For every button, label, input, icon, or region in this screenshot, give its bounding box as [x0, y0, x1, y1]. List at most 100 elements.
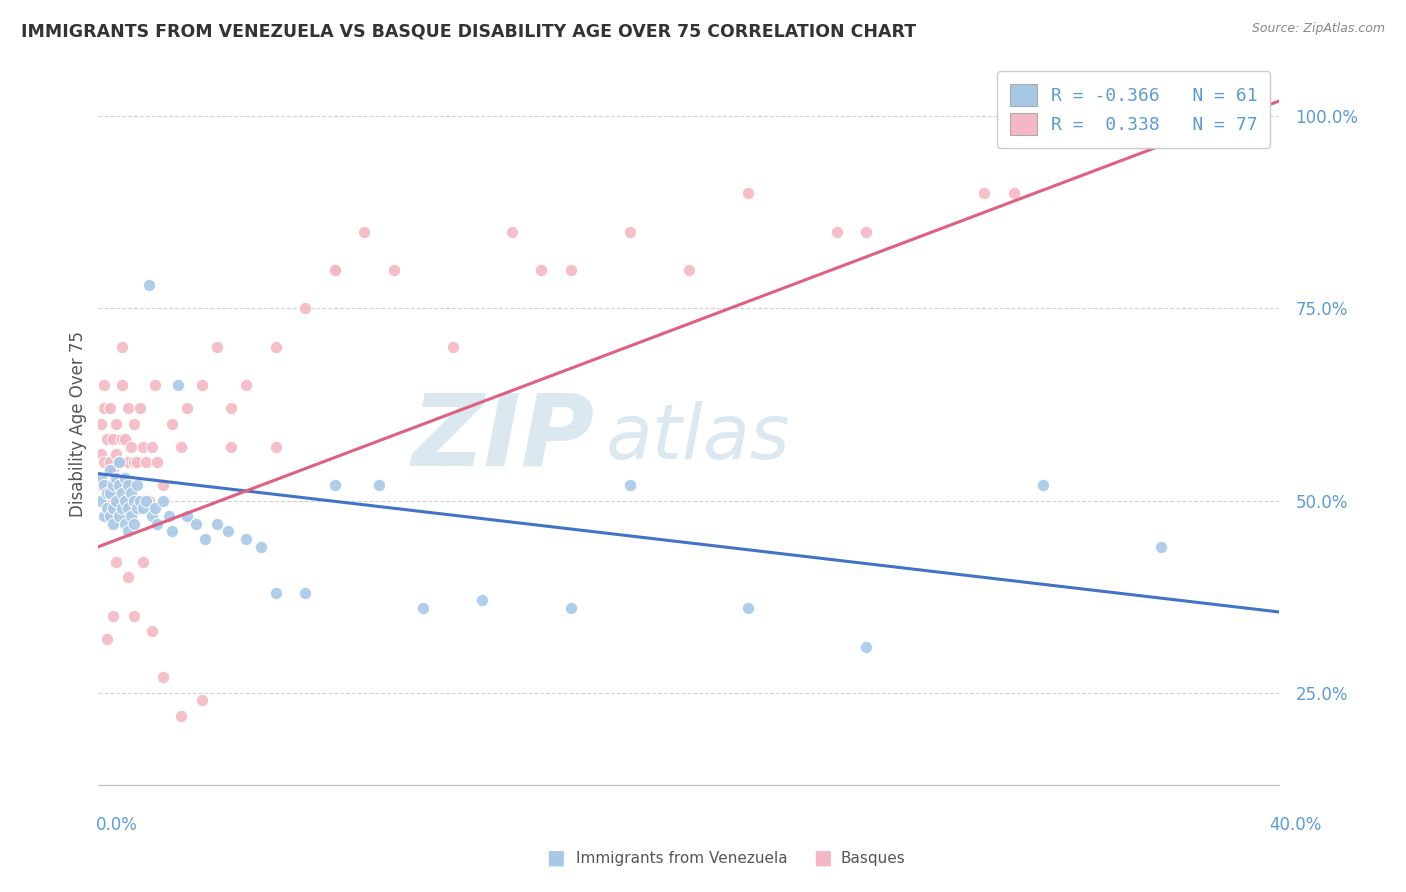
Point [122, 455, 145, 469]
Point [141, 508, 163, 523]
Point [98, 508, 121, 523]
Point [1032, 478, 1054, 492]
Point [205, 340, 228, 354]
Text: Immigrants from Venezuela: Immigrants from Venezuela [576, 851, 789, 865]
Point [825, 225, 848, 239]
Point [114, 516, 136, 531]
Point [146, 455, 169, 469]
Point [162, 524, 183, 539]
Point [132, 501, 155, 516]
Point [194, 532, 217, 546]
Text: IMMIGRANTS FROM VENEZUELA VS BASQUE DISABILITY AGE OVER 75 CORRELATION CHART: IMMIGRANTS FROM VENEZUELA VS BASQUE DISA… [21, 22, 917, 40]
Point [96, 632, 118, 646]
Point [221, 440, 243, 454]
Point [96, 501, 118, 516]
Text: atlas: atlas [606, 401, 790, 475]
Point [141, 624, 163, 639]
Point [152, 670, 174, 684]
Point [560, 263, 582, 277]
Point [368, 478, 391, 492]
Point [98, 486, 121, 500]
Point [737, 601, 759, 615]
Point [111, 486, 134, 500]
Point [530, 263, 553, 277]
Point [120, 493, 142, 508]
Point [619, 225, 641, 239]
Point [114, 493, 136, 508]
Point [105, 555, 128, 569]
Point [170, 708, 193, 723]
Point [93, 508, 115, 523]
Point [103, 493, 125, 508]
Point [737, 186, 759, 200]
Point [120, 486, 142, 500]
Point [105, 417, 128, 431]
Point [855, 225, 877, 239]
Point [441, 340, 464, 354]
Point [114, 470, 136, 484]
Point [111, 432, 134, 446]
Point [98, 455, 121, 469]
Point [138, 278, 160, 293]
Point [143, 501, 166, 516]
Point [191, 693, 214, 707]
Point [114, 478, 136, 492]
Text: ZIP: ZIP [412, 390, 595, 487]
Point [235, 378, 257, 392]
Point [141, 440, 163, 454]
Point [122, 608, 145, 623]
Point [90, 417, 112, 431]
Point [90, 447, 112, 461]
Point [96, 486, 118, 500]
Point [323, 263, 346, 277]
Point [108, 455, 131, 469]
Point [125, 455, 148, 469]
Point [135, 493, 157, 508]
Point [105, 470, 128, 484]
Point [120, 440, 142, 454]
Point [96, 508, 118, 523]
Point [167, 378, 190, 392]
Point [125, 501, 148, 516]
Point [294, 586, 316, 600]
Point [176, 508, 198, 523]
Point [125, 478, 148, 492]
Point [117, 524, 139, 539]
Point [323, 478, 346, 492]
Point [412, 601, 434, 615]
Point [855, 640, 877, 654]
Point [135, 455, 157, 469]
Point [132, 440, 155, 454]
Point [1002, 186, 1025, 200]
Point [122, 516, 145, 531]
Point [96, 432, 118, 446]
Point [125, 493, 148, 508]
Point [353, 225, 375, 239]
Point [96, 478, 118, 492]
Point [103, 608, 125, 623]
Point [176, 401, 198, 416]
Point [294, 301, 316, 316]
Point [117, 570, 139, 584]
Y-axis label: Disability Age Over 75: Disability Age Over 75 [69, 331, 87, 516]
Point [221, 401, 243, 416]
Text: ▪: ▪ [813, 844, 832, 872]
Point [152, 493, 174, 508]
Text: Basques: Basques [841, 851, 905, 865]
Point [235, 532, 257, 546]
Point [382, 263, 405, 277]
Text: 40.0%: 40.0% [1270, 816, 1322, 834]
Point [108, 455, 131, 469]
Point [205, 516, 228, 531]
Point [146, 516, 169, 531]
Text: ▪: ▪ [546, 844, 565, 872]
Point [138, 493, 160, 508]
Point [98, 493, 121, 508]
Point [973, 186, 995, 200]
Point [191, 378, 214, 392]
Point [117, 401, 139, 416]
Point [93, 478, 115, 492]
Point [143, 378, 166, 392]
Point [108, 478, 131, 492]
Point [98, 401, 121, 416]
